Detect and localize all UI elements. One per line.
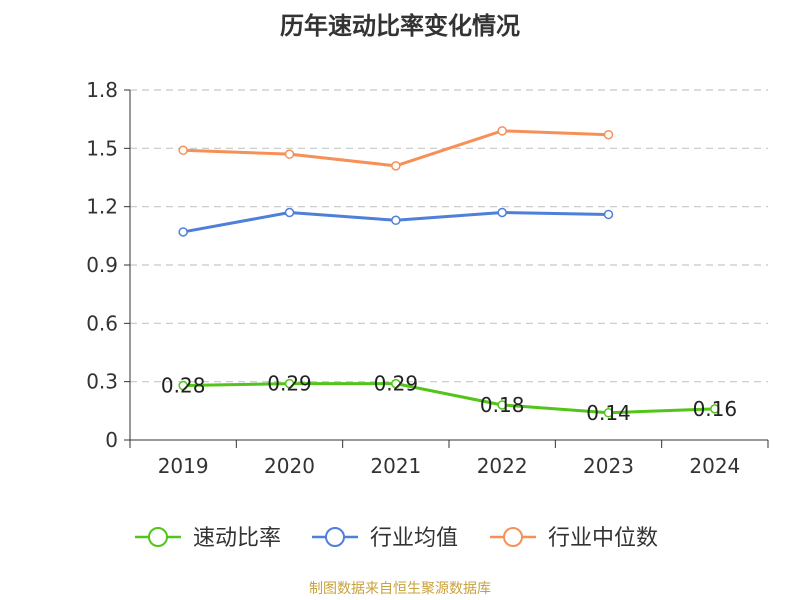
legend-label: 行业均值 <box>370 526 458 551</box>
data-label: 0.14 <box>586 401 631 425</box>
x-tick-label: 2020 <box>264 454 315 478</box>
data-point <box>497 400 507 410</box>
legend-swatch-marker <box>148 527 168 547</box>
legend-label: 速动比率 <box>193 526 281 551</box>
legend-swatch-marker <box>503 527 523 547</box>
data-point <box>710 404 720 414</box>
legend-label: 行业中位数 <box>548 526 658 551</box>
data-point <box>391 161 401 171</box>
data-point <box>497 207 507 218</box>
legend-swatch-marker <box>325 527 345 547</box>
data-point <box>497 126 507 136</box>
source-note: 制图数据来自恒生聚源数据库 <box>309 581 491 597</box>
y-tick-label: 1.2 <box>86 195 118 219</box>
x-tick-label: 2024 <box>689 454 740 478</box>
data-label: 0.29 <box>267 372 312 396</box>
data-point <box>603 129 614 140</box>
y-tick-label: 0.3 <box>86 370 118 394</box>
data-point <box>284 149 295 159</box>
data-point <box>178 380 188 391</box>
series-line-0 <box>183 382 715 415</box>
y-tick-label: 0.6 <box>86 311 118 335</box>
data-point <box>178 145 188 156</box>
data-point <box>178 227 188 237</box>
data-point <box>284 207 295 218</box>
y-tick-label: 1.5 <box>86 136 118 160</box>
chart-title: 历年速动比率变化情况 <box>280 12 520 40</box>
data-point <box>391 215 401 226</box>
y-tick-label: 0.9 <box>86 253 118 277</box>
y-tick-label: 0 <box>105 428 118 452</box>
data-label: 0.16 <box>693 397 738 421</box>
x-tick-label: 2019 <box>158 454 209 478</box>
data-point <box>391 378 401 389</box>
data-point <box>284 378 295 389</box>
data-point <box>603 408 614 418</box>
x-tick-label: 2022 <box>477 454 528 478</box>
data-point <box>603 209 614 220</box>
y-tick-label: 1.8 <box>86 78 118 102</box>
data-label: 0.28 <box>161 374 206 398</box>
data-label: 0.29 <box>374 372 419 396</box>
x-tick-label: 2023 <box>583 454 634 478</box>
data-label: 0.18 <box>480 393 525 417</box>
x-tick-label: 2021 <box>370 454 421 478</box>
